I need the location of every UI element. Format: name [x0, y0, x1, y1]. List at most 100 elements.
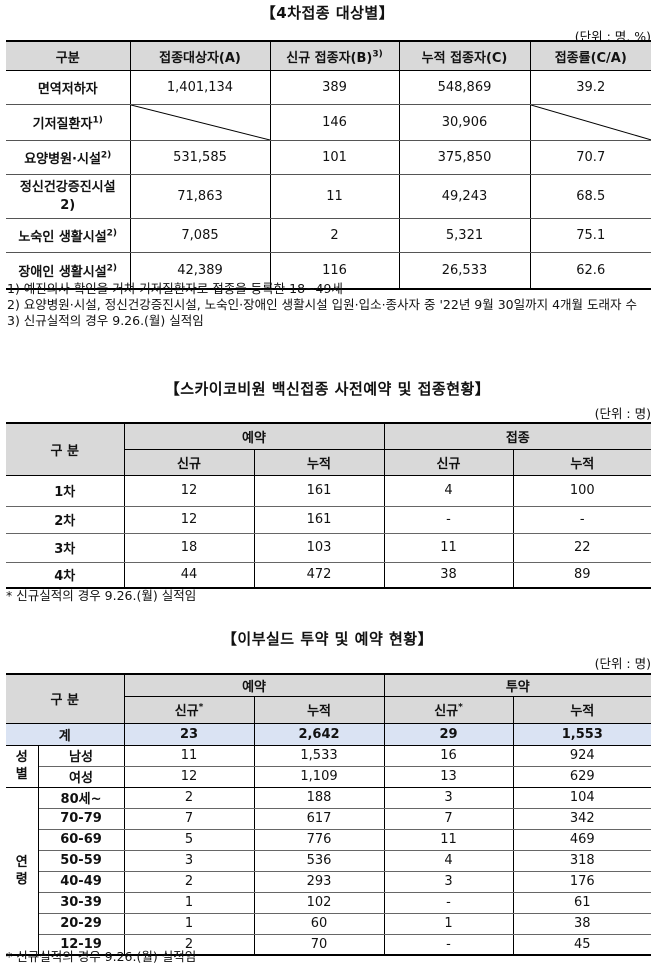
section2-unit: (단위 : 명)	[594, 406, 651, 421]
cell: 62.6	[576, 262, 606, 278]
table-row: 50-59 3 536 4 318	[6, 850, 652, 872]
header-new: 신규*	[383, 695, 514, 724]
cell: 12	[124, 506, 255, 534]
cell: 629	[513, 766, 652, 788]
table-row: 여성 12 1,109 13 629	[6, 766, 652, 788]
row-label: 남성	[38, 745, 125, 767]
table-row: 60-69 5 776 11 469	[6, 829, 652, 851]
section1-notes: 1) 예진의사 확인을 거쳐 기저질환자로 접종을 등록한 18~49세 2) …	[7, 281, 652, 329]
cell: 71,863	[130, 174, 271, 219]
cell: 7	[384, 808, 514, 830]
cell: 176	[513, 871, 652, 893]
skycovione-table: 구 분 예약 접종 신규 누적 신규 누적 1차 12 161 4 100 2차…	[6, 422, 652, 589]
cell: 3	[384, 787, 514, 809]
row-label: 계	[6, 723, 125, 746]
cell: 42,389	[130, 252, 271, 289]
cell: 472	[254, 562, 385, 588]
cell: 161	[254, 506, 385, 534]
row-label: 70-79	[38, 808, 125, 830]
cell: 18	[124, 533, 255, 563]
header-new: 신규	[383, 448, 514, 476]
cell: 375,850	[399, 140, 531, 175]
cell: 11	[124, 745, 255, 767]
header-new: 신규*	[123, 695, 255, 724]
table-row: 면역저하자 1,401,134 389 548,869 39.2	[6, 70, 651, 105]
row-label: 4차	[6, 562, 125, 588]
cell: 1	[124, 913, 255, 935]
table-row: 30-39 1 102 - 61	[6, 892, 652, 914]
cell: 70.7	[530, 140, 651, 175]
header-vaccination: 접종	[383, 422, 652, 450]
cell: 68.5	[530, 174, 651, 219]
footnote: 1) 예진의사 확인을 거쳐 기저질환자로 접종을 등록한 18~49세	[7, 281, 343, 296]
cell: -	[513, 506, 652, 534]
cell: 7	[124, 808, 255, 830]
cell: 12	[124, 766, 255, 788]
row-label: 12-19	[38, 934, 125, 955]
header-category: 구분	[6, 41, 131, 71]
header-cumulative: 누적	[253, 695, 385, 724]
cell: 188	[254, 787, 385, 809]
cell: 548,869	[399, 70, 531, 105]
cell: 161	[254, 475, 385, 507]
row-label: 장애인 생활시설2)	[6, 252, 131, 289]
row-label: 80세~	[38, 787, 125, 809]
cell: 776	[254, 829, 385, 851]
cell: 11	[384, 829, 514, 851]
cell: 70	[254, 934, 385, 955]
table-row: 요양병원·시설2) 531,585 101 375,850 70.7	[6, 140, 651, 175]
header-rate: 접종률(C/A)	[529, 41, 651, 71]
cell: 531,585	[130, 140, 271, 175]
table-row: 20-29 1 60 1 38	[6, 913, 652, 935]
row-label: 노숙인 생활시설2)	[6, 218, 131, 253]
cell: 1	[124, 892, 255, 914]
header-cumulative: 누적	[253, 448, 385, 476]
cell: 102	[254, 892, 385, 914]
table-row: 1차 12 161 4 100	[6, 475, 652, 507]
cell: 29	[384, 723, 514, 746]
cell: 1,401,134	[130, 70, 271, 105]
row-label: 50-59	[38, 850, 125, 872]
cell: 2	[124, 934, 255, 955]
row-label: 3차	[6, 533, 125, 563]
cell: 100	[513, 475, 652, 507]
row-label: 요양병원·시설2)	[6, 140, 131, 175]
cell: 2	[124, 787, 255, 809]
cell: 11	[270, 174, 400, 219]
row-label: 2차	[6, 506, 125, 534]
header-new: 신규 접종자(B)3)	[269, 41, 400, 71]
cell: 39.2	[530, 70, 651, 105]
section3-note: * 신규실적의 경우 9.26.(월) 실적임	[6, 949, 197, 964]
cell: 44	[124, 562, 255, 588]
header-new: 신규	[123, 448, 255, 476]
row-label: 기저질환자1)	[6, 104, 131, 141]
cell: 12	[124, 475, 255, 507]
cell: 924	[513, 745, 652, 767]
cell: 1,109	[254, 766, 385, 788]
cell: 89	[574, 567, 591, 583]
cell: 2	[270, 218, 400, 253]
row-label: 정신건강증진시설 2)	[6, 174, 131, 219]
table-row: 3차 18 103 11 22	[6, 533, 652, 563]
cell: 22	[513, 533, 652, 563]
table-row: 12-19 2 70 - 45	[6, 934, 651, 955]
header-target: 접종대상자(A)	[129, 41, 271, 71]
cell: 293	[254, 871, 385, 893]
empty-diagonal-cell	[530, 104, 651, 141]
header-dose: 투약	[383, 673, 652, 697]
table-row: 장애인 생활시설2) 42,389 116 26,533 62.6	[6, 252, 651, 289]
cell: 1,533	[254, 745, 385, 767]
table-row: 4차 44 472 38 89	[6, 562, 651, 588]
table-row: 70-79 7 617 7 342	[6, 808, 652, 830]
cell: 1,553	[513, 723, 652, 746]
header-reservation: 예약	[123, 673, 385, 697]
header-cumulative: 누적 접종자(C)	[398, 41, 531, 71]
header-category: 구 분	[6, 673, 125, 724]
cell: 389	[270, 70, 400, 105]
cell: 30,906	[399, 104, 531, 141]
cell: 45	[574, 936, 591, 952]
table-header-row: 구분 접종대상자(A) 신규 접종자(B)3) 누적 접종자(C) 접종률(C/…	[6, 41, 651, 71]
cell: 318	[513, 850, 652, 872]
cell: 49,243	[399, 174, 531, 219]
